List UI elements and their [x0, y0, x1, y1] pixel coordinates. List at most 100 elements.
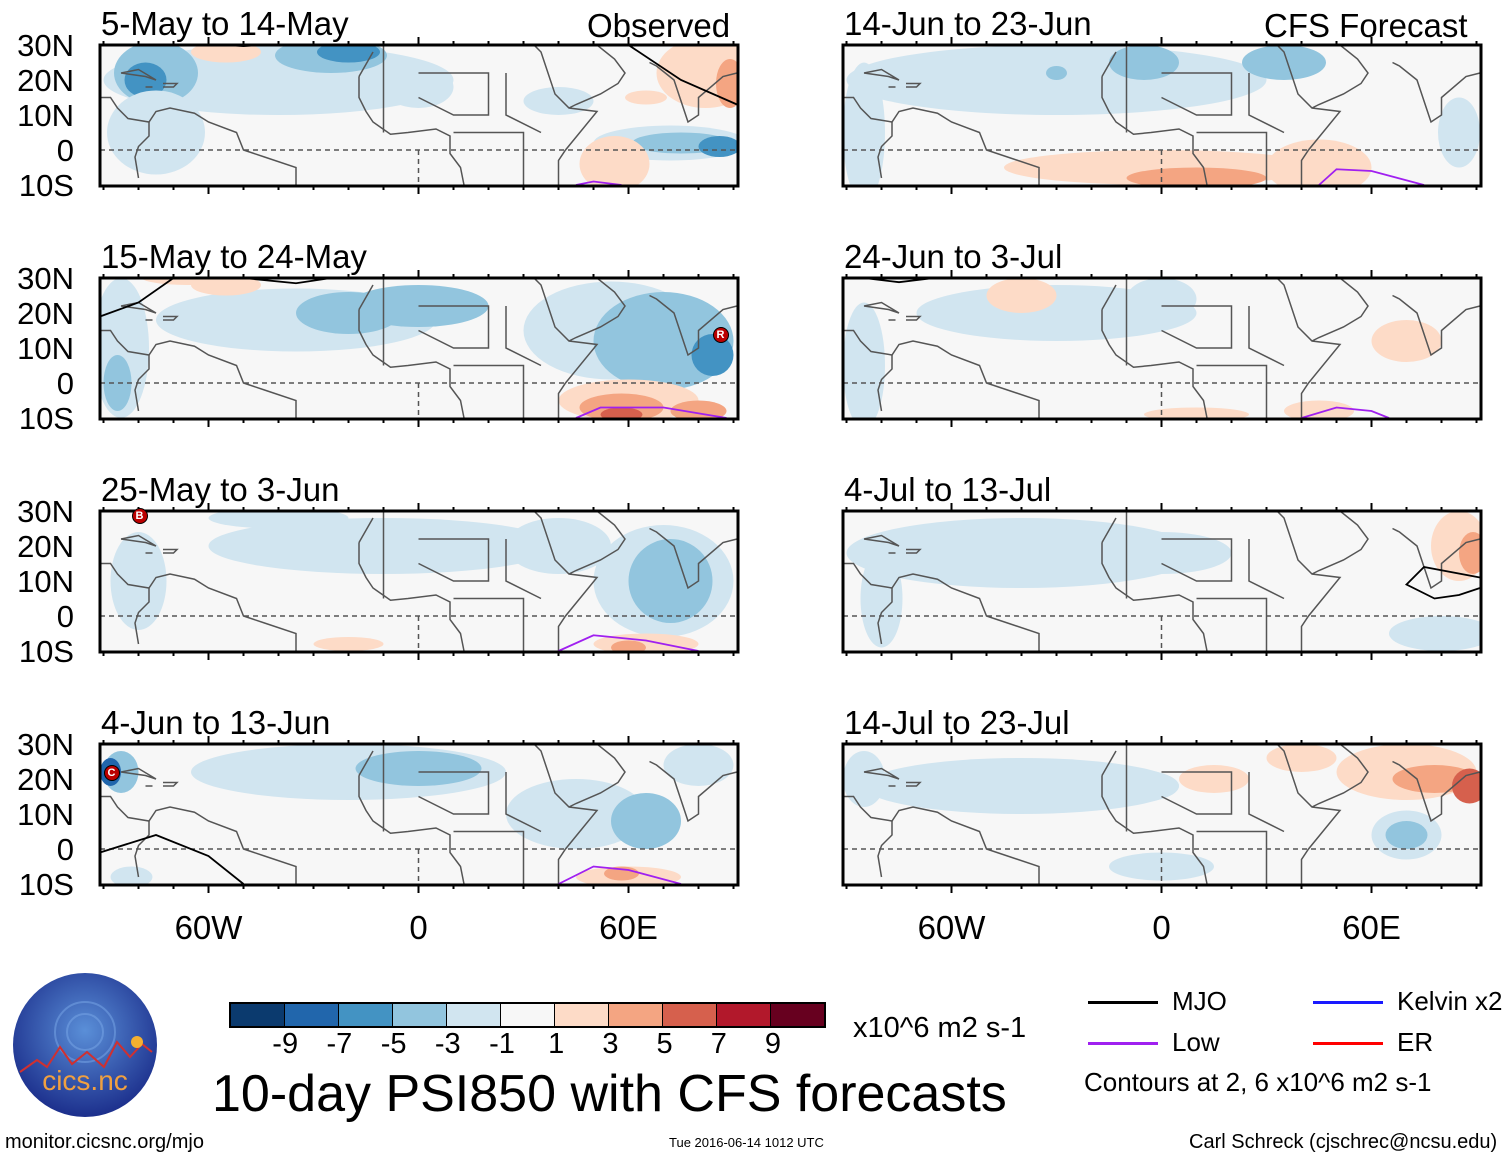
colorbar-label: 1 [548, 1028, 565, 1060]
coastline [1276, 744, 1342, 884]
coastline [1101, 76, 1208, 186]
coastline [358, 309, 465, 419]
map-panel [98, 270, 740, 427]
wave-contour [575, 180, 622, 186]
lat-label: 10S [18, 867, 74, 902]
coastline [100, 329, 297, 418]
map-panel [98, 503, 740, 660]
anomaly-shading [355, 751, 482, 786]
anomaly-shading [1438, 97, 1480, 168]
colorbar-swatch [501, 1004, 555, 1026]
anomaly-shading [1046, 66, 1067, 80]
anomaly-shading [628, 539, 713, 623]
observed-label: Observed [587, 7, 731, 44]
anomaly-shading [663, 744, 734, 786]
coastline [418, 771, 490, 815]
coastline [505, 772, 542, 833]
coastline [533, 278, 599, 418]
lat-label: 20N [17, 529, 74, 564]
anomaly-shading [1109, 852, 1214, 881]
coastline [1101, 517, 1117, 543]
legend-line [1313, 1042, 1383, 1045]
lat-label: 10N [17, 797, 74, 832]
panel-title: 25-May to 3-Jun [101, 471, 340, 508]
author-credit: Carl Schreck (cjschrec@ncsu.edu) [1189, 1131, 1498, 1153]
anomaly-shading [1109, 45, 1179, 80]
coastline [1276, 278, 1342, 418]
coastline [1101, 51, 1117, 77]
coastline [120, 767, 157, 780]
map-panel [841, 37, 1483, 194]
colorbar-label: 9 [764, 1028, 782, 1060]
coastline [1311, 45, 1369, 109]
colorbar-label: 5 [656, 1028, 673, 1060]
lon-label: 60E [1342, 909, 1401, 946]
coastline [1311, 744, 1369, 808]
colorbar-swatch [393, 1004, 447, 1026]
lat-label: 10S [18, 634, 74, 669]
anomaly-shading [1144, 407, 1249, 419]
coastline [358, 517, 374, 543]
anomaly-shading [103, 355, 132, 411]
coastline [1276, 45, 1342, 185]
panel-title: 14-Jun to 23-Jun [844, 5, 1092, 42]
coastline [533, 45, 599, 185]
coastline [358, 750, 374, 776]
coastline [1392, 294, 1481, 357]
coastline [505, 539, 542, 600]
coastline [1392, 61, 1481, 124]
lat-label: 10N [17, 331, 74, 366]
colorbar-label: -9 [272, 1028, 299, 1060]
anomaly-shading [843, 62, 885, 186]
coastline [1161, 771, 1233, 815]
coastline [1161, 538, 1233, 582]
map-panel [98, 37, 740, 194]
colorbar-label: 3 [602, 1028, 619, 1060]
lat-label: 10N [17, 98, 74, 133]
lat-label: 0 [56, 832, 74, 867]
lat-label: 10S [18, 168, 74, 203]
colorbar-swatch [285, 1004, 339, 1026]
coastline [418, 538, 490, 582]
lat-label: 0 [56, 599, 74, 634]
coastline [568, 511, 626, 575]
anomaly-shading [1389, 616, 1481, 651]
lon-label: 60W [917, 909, 986, 946]
coastline [100, 562, 297, 651]
coastline [1248, 73, 1285, 134]
anomaly-shading [506, 518, 611, 574]
coastline [877, 122, 893, 179]
lat-label: 30N [17, 28, 74, 63]
coastline [906, 315, 922, 321]
wave-contour [100, 834, 245, 885]
anomaly-shading [579, 393, 664, 419]
anomaly-shading [1126, 278, 1197, 320]
coastline [1196, 830, 1268, 884]
anomaly-shading [1266, 139, 1372, 186]
anomaly-shading [523, 87, 594, 115]
panel-title: 14-Jul to 23-Jul [844, 704, 1070, 741]
anomaly-shading [110, 532, 167, 630]
coastline [100, 96, 297, 185]
coastline [906, 548, 922, 554]
lat-label: 10S [18, 401, 74, 436]
legend-line [1313, 1001, 1383, 1004]
source-url[interactable]: monitor.cicsnc.org/mjo [5, 1131, 204, 1153]
coastline [163, 548, 179, 554]
lat-label: 20N [17, 63, 74, 98]
anomaly-shading [843, 302, 885, 419]
coastline [1101, 775, 1208, 885]
coastline [877, 821, 893, 878]
colorbar-label: 7 [710, 1028, 727, 1060]
coastline [1248, 539, 1285, 600]
coastline [649, 527, 738, 590]
wave-contour [100, 278, 175, 318]
coastline [163, 82, 179, 88]
coastline [358, 284, 374, 310]
coastline [134, 355, 150, 412]
colorbar-swatch [555, 1004, 609, 1026]
coastline [906, 82, 922, 88]
colorbar-label: -7 [326, 1028, 353, 1060]
colorbar-label: -5 [380, 1028, 407, 1060]
anomaly-shading [1242, 45, 1326, 80]
